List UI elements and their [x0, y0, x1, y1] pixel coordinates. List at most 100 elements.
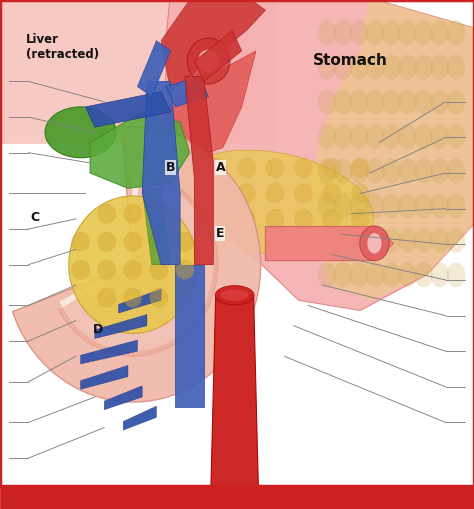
- Ellipse shape: [181, 209, 199, 229]
- Ellipse shape: [351, 158, 369, 178]
- Polygon shape: [104, 386, 142, 410]
- Ellipse shape: [294, 235, 312, 254]
- Ellipse shape: [334, 55, 352, 79]
- Ellipse shape: [318, 55, 336, 79]
- Ellipse shape: [383, 20, 401, 45]
- Ellipse shape: [350, 159, 368, 183]
- Text: B: B: [166, 160, 175, 174]
- Ellipse shape: [294, 209, 312, 229]
- Ellipse shape: [318, 124, 336, 149]
- Ellipse shape: [181, 235, 199, 254]
- Polygon shape: [166, 76, 209, 107]
- Ellipse shape: [366, 124, 384, 149]
- Ellipse shape: [366, 159, 384, 183]
- Ellipse shape: [447, 55, 465, 79]
- Text: E: E: [216, 227, 224, 240]
- Ellipse shape: [220, 290, 249, 301]
- Ellipse shape: [399, 263, 417, 287]
- Ellipse shape: [334, 193, 352, 218]
- Text: C: C: [31, 211, 40, 224]
- Ellipse shape: [399, 159, 417, 183]
- Ellipse shape: [431, 124, 449, 149]
- Ellipse shape: [334, 228, 352, 252]
- Ellipse shape: [334, 90, 352, 114]
- Polygon shape: [211, 295, 258, 486]
- Ellipse shape: [415, 228, 433, 252]
- Ellipse shape: [334, 20, 352, 45]
- Text: Liver
(retracted): Liver (retracted): [26, 33, 99, 61]
- Polygon shape: [95, 315, 147, 338]
- Polygon shape: [0, 486, 474, 509]
- Polygon shape: [265, 227, 393, 261]
- Text: D: D: [92, 323, 103, 336]
- Ellipse shape: [209, 209, 227, 229]
- Ellipse shape: [98, 288, 116, 307]
- Polygon shape: [90, 112, 190, 188]
- Ellipse shape: [350, 124, 368, 149]
- Ellipse shape: [350, 193, 368, 218]
- Ellipse shape: [318, 228, 336, 252]
- Polygon shape: [0, 0, 275, 143]
- Ellipse shape: [350, 90, 368, 114]
- Ellipse shape: [415, 193, 433, 218]
- Ellipse shape: [318, 159, 336, 183]
- Ellipse shape: [266, 235, 284, 254]
- Polygon shape: [313, 0, 474, 300]
- Ellipse shape: [431, 193, 449, 218]
- Ellipse shape: [431, 55, 449, 79]
- Ellipse shape: [399, 55, 417, 79]
- Ellipse shape: [72, 232, 90, 251]
- Ellipse shape: [350, 55, 368, 79]
- Ellipse shape: [399, 124, 417, 149]
- Ellipse shape: [399, 228, 417, 252]
- Ellipse shape: [98, 204, 116, 223]
- Ellipse shape: [150, 232, 168, 251]
- Ellipse shape: [366, 90, 384, 114]
- Ellipse shape: [447, 228, 465, 252]
- Ellipse shape: [323, 184, 341, 203]
- Ellipse shape: [181, 184, 199, 203]
- Ellipse shape: [72, 260, 90, 279]
- Ellipse shape: [415, 90, 433, 114]
- Ellipse shape: [383, 90, 401, 114]
- Ellipse shape: [383, 193, 401, 218]
- Ellipse shape: [334, 124, 352, 149]
- Ellipse shape: [383, 55, 401, 79]
- Ellipse shape: [266, 209, 284, 229]
- Ellipse shape: [187, 38, 230, 84]
- Polygon shape: [137, 41, 171, 97]
- Ellipse shape: [150, 204, 168, 223]
- Ellipse shape: [351, 209, 369, 229]
- Wedge shape: [59, 174, 218, 356]
- Ellipse shape: [318, 193, 336, 218]
- Polygon shape: [185, 76, 213, 265]
- Polygon shape: [85, 92, 171, 127]
- Ellipse shape: [209, 184, 227, 203]
- Ellipse shape: [351, 184, 369, 203]
- Ellipse shape: [415, 159, 433, 183]
- Ellipse shape: [266, 184, 284, 203]
- Ellipse shape: [383, 228, 401, 252]
- Ellipse shape: [360, 226, 389, 261]
- Ellipse shape: [150, 288, 168, 307]
- Ellipse shape: [215, 286, 254, 305]
- Polygon shape: [118, 289, 161, 313]
- Ellipse shape: [350, 228, 368, 252]
- Ellipse shape: [323, 235, 341, 254]
- Ellipse shape: [176, 260, 194, 279]
- Wedge shape: [60, 178, 213, 351]
- Ellipse shape: [69, 196, 197, 333]
- Ellipse shape: [318, 20, 336, 45]
- Ellipse shape: [318, 263, 336, 287]
- Ellipse shape: [237, 235, 255, 254]
- Wedge shape: [12, 127, 261, 402]
- Polygon shape: [161, 51, 256, 158]
- Text: A: A: [216, 160, 225, 174]
- Ellipse shape: [323, 158, 341, 178]
- Ellipse shape: [150, 260, 168, 279]
- Ellipse shape: [198, 50, 219, 73]
- Polygon shape: [142, 188, 171, 265]
- Ellipse shape: [447, 159, 465, 183]
- Ellipse shape: [399, 20, 417, 45]
- Ellipse shape: [447, 124, 465, 149]
